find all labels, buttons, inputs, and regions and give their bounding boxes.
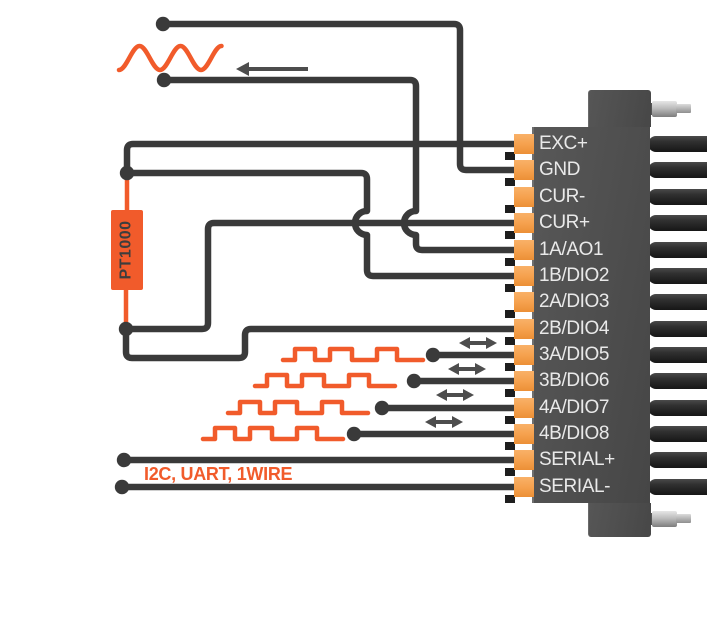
pin-label: 1A/AO1 bbox=[539, 239, 604, 260]
pin-label: 3A/DIO5 bbox=[539, 344, 610, 365]
junction-dot bbox=[156, 72, 172, 88]
junction-dot bbox=[119, 165, 135, 181]
cable bbox=[648, 479, 707, 495]
cable bbox=[648, 242, 707, 258]
wire-2b-dio4 bbox=[122, 325, 514, 362]
junction-dot bbox=[155, 16, 171, 32]
junction-dot bbox=[346, 426, 362, 442]
cable bbox=[648, 426, 707, 442]
screw-icon bbox=[676, 104, 691, 113]
square-wave-icon bbox=[225, 399, 371, 416]
sine-wave-icon bbox=[116, 43, 224, 73]
pin-nub bbox=[505, 495, 515, 503]
pin-4a-dio7 bbox=[514, 398, 534, 418]
cable bbox=[648, 136, 707, 152]
pin-label: SERIAL- bbox=[539, 476, 611, 497]
pin-label: 3B/DIO6 bbox=[539, 370, 610, 391]
pin-nub bbox=[505, 337, 515, 345]
junction-dot bbox=[118, 321, 134, 337]
junction-dots bbox=[114, 16, 441, 495]
pin-serial-minus bbox=[514, 477, 534, 497]
square-wave-icon bbox=[252, 372, 398, 389]
pin-exc-plus bbox=[514, 134, 534, 154]
pin-label: 4B/DIO8 bbox=[539, 423, 610, 444]
double-headed-arrow-icon bbox=[459, 337, 497, 349]
connector-tab-bottom bbox=[588, 503, 651, 537]
junction-dot bbox=[114, 479, 130, 495]
wire-exc-plus bbox=[123, 140, 514, 173]
cable bbox=[648, 321, 707, 337]
pin-nub bbox=[505, 205, 515, 213]
wire-gnd bbox=[163, 20, 514, 174]
pin-nub bbox=[505, 468, 515, 476]
double-headed-arrow-icon bbox=[448, 363, 486, 375]
pin-nub bbox=[505, 389, 515, 397]
pin-gnd bbox=[514, 160, 534, 180]
pin-nub bbox=[505, 178, 515, 186]
junction-dot bbox=[425, 347, 441, 363]
connector-body bbox=[532, 127, 650, 503]
pin-3a-dio5 bbox=[514, 345, 534, 365]
resistor-pt1000: PT1000 bbox=[111, 210, 143, 290]
pin-cur-minus bbox=[514, 187, 534, 207]
serial-protocols-label: I2C, UART, 1WIRE bbox=[144, 464, 293, 484]
pin-label: CUR+ bbox=[539, 212, 590, 233]
screw-icon bbox=[652, 511, 677, 527]
left-arrow-icon bbox=[236, 62, 308, 76]
pin-label: 2A/DIO3 bbox=[539, 291, 610, 312]
pin-nub bbox=[505, 442, 515, 450]
resistor-label: PT1000 bbox=[118, 220, 136, 280]
pin-nub bbox=[505, 284, 515, 292]
pin-label: CUR- bbox=[539, 186, 585, 207]
pin-nub bbox=[505, 258, 515, 266]
cable bbox=[648, 373, 707, 389]
pin-nub bbox=[505, 363, 515, 371]
pin-label: 2B/DIO4 bbox=[539, 318, 610, 339]
pin-label: SERIAL+ bbox=[539, 449, 615, 470]
pin-cur-plus bbox=[514, 213, 534, 233]
cable bbox=[648, 268, 707, 284]
square-wave-icon bbox=[280, 346, 426, 363]
junction-dot bbox=[116, 452, 132, 468]
pin-nub bbox=[505, 310, 515, 318]
pin-3b-dio6 bbox=[514, 371, 534, 391]
wire-cur-plus bbox=[126, 219, 514, 333]
cable bbox=[648, 294, 707, 310]
pin-1a-ao1 bbox=[514, 240, 534, 260]
pin-label: 4A/DIO7 bbox=[539, 397, 610, 418]
square-wave-icon bbox=[200, 425, 346, 442]
pin-serial-plus bbox=[514, 450, 534, 470]
screw-icon bbox=[652, 101, 677, 117]
screw-icon bbox=[676, 514, 691, 523]
pin-nub bbox=[505, 416, 515, 424]
cable bbox=[648, 347, 707, 363]
cable bbox=[648, 452, 707, 468]
junction-dot bbox=[374, 400, 390, 416]
pin-1b-dio2 bbox=[514, 266, 534, 286]
pin-2b-dio4 bbox=[514, 319, 534, 339]
cable bbox=[648, 400, 707, 416]
junction-dot bbox=[406, 373, 422, 389]
cable bbox=[648, 215, 707, 231]
double-headed-arrow-icon bbox=[436, 389, 474, 401]
pin-nub bbox=[505, 231, 515, 239]
pin-label: 1B/DIO2 bbox=[539, 265, 610, 286]
connector-tab-top bbox=[588, 90, 651, 127]
pin-label: GND bbox=[539, 159, 581, 180]
pin-label: EXC+ bbox=[539, 133, 588, 154]
pin-2a-dio3 bbox=[514, 292, 534, 312]
pin-4b-dio8 bbox=[514, 424, 534, 444]
pin-nub bbox=[505, 152, 515, 160]
cable bbox=[648, 162, 707, 178]
double-headed-arrow-icon bbox=[425, 416, 463, 428]
cable bbox=[648, 189, 707, 205]
